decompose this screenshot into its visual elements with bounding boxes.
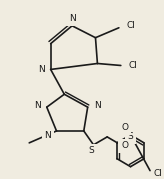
Text: Cl: Cl — [127, 21, 135, 30]
Text: O: O — [121, 124, 128, 132]
Text: Cl: Cl — [154, 169, 163, 178]
Text: S: S — [128, 132, 133, 141]
Text: N: N — [44, 131, 51, 140]
Text: N: N — [39, 65, 45, 74]
Text: O: O — [121, 141, 128, 150]
Text: Cl: Cl — [129, 61, 137, 70]
Text: N: N — [94, 101, 101, 110]
Text: S: S — [89, 146, 94, 155]
Text: N: N — [69, 14, 75, 23]
Text: N: N — [34, 101, 40, 110]
